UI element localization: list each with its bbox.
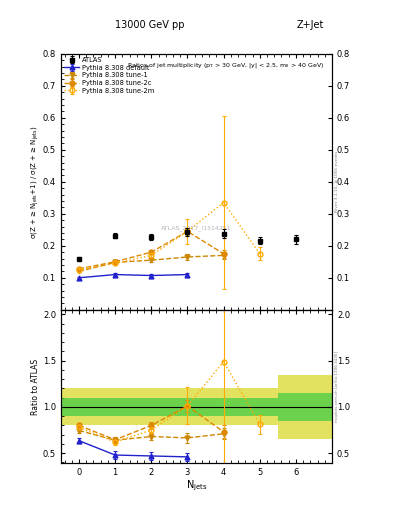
- Legend: ATLAS, Pythia 8.308 default, Pythia 8.308 tune-1, Pythia 8.308 tune-2c, Pythia 8: ATLAS, Pythia 8.308 default, Pythia 8.30…: [63, 56, 155, 95]
- Y-axis label: σ(Z + ≥ N$_\mathrm{jets}$+1) / σ(Z + ≥ N$_\mathrm{jets}$): σ(Z + ≥ N$_\mathrm{jets}$+1) / σ(Z + ≥ N…: [30, 125, 41, 239]
- Text: ATLAS_2017_I1514251: ATLAS_2017_I1514251: [161, 225, 232, 231]
- Text: Z+Jet: Z+Jet: [297, 20, 324, 31]
- Text: 13000 GeV pp: 13000 GeV pp: [115, 20, 184, 31]
- X-axis label: N$_\mathrm{jets}$: N$_\mathrm{jets}$: [186, 479, 207, 493]
- Text: mcplots.cern.ch [arXiv:1306.3436]: mcplots.cern.ch [arXiv:1306.3436]: [335, 351, 339, 422]
- Text: Ratios of jet multiplicity (p$_\mathrm{T}$ > 30 GeV, |y| < 2.5, m$_\mathrm{ll}$ : Ratios of jet multiplicity (p$_\mathrm{T…: [127, 61, 324, 71]
- Y-axis label: Ratio to ATLAS: Ratio to ATLAS: [31, 358, 40, 415]
- Text: Rivet 3.1.10, ≥ 100k events: Rivet 3.1.10, ≥ 100k events: [335, 151, 339, 212]
